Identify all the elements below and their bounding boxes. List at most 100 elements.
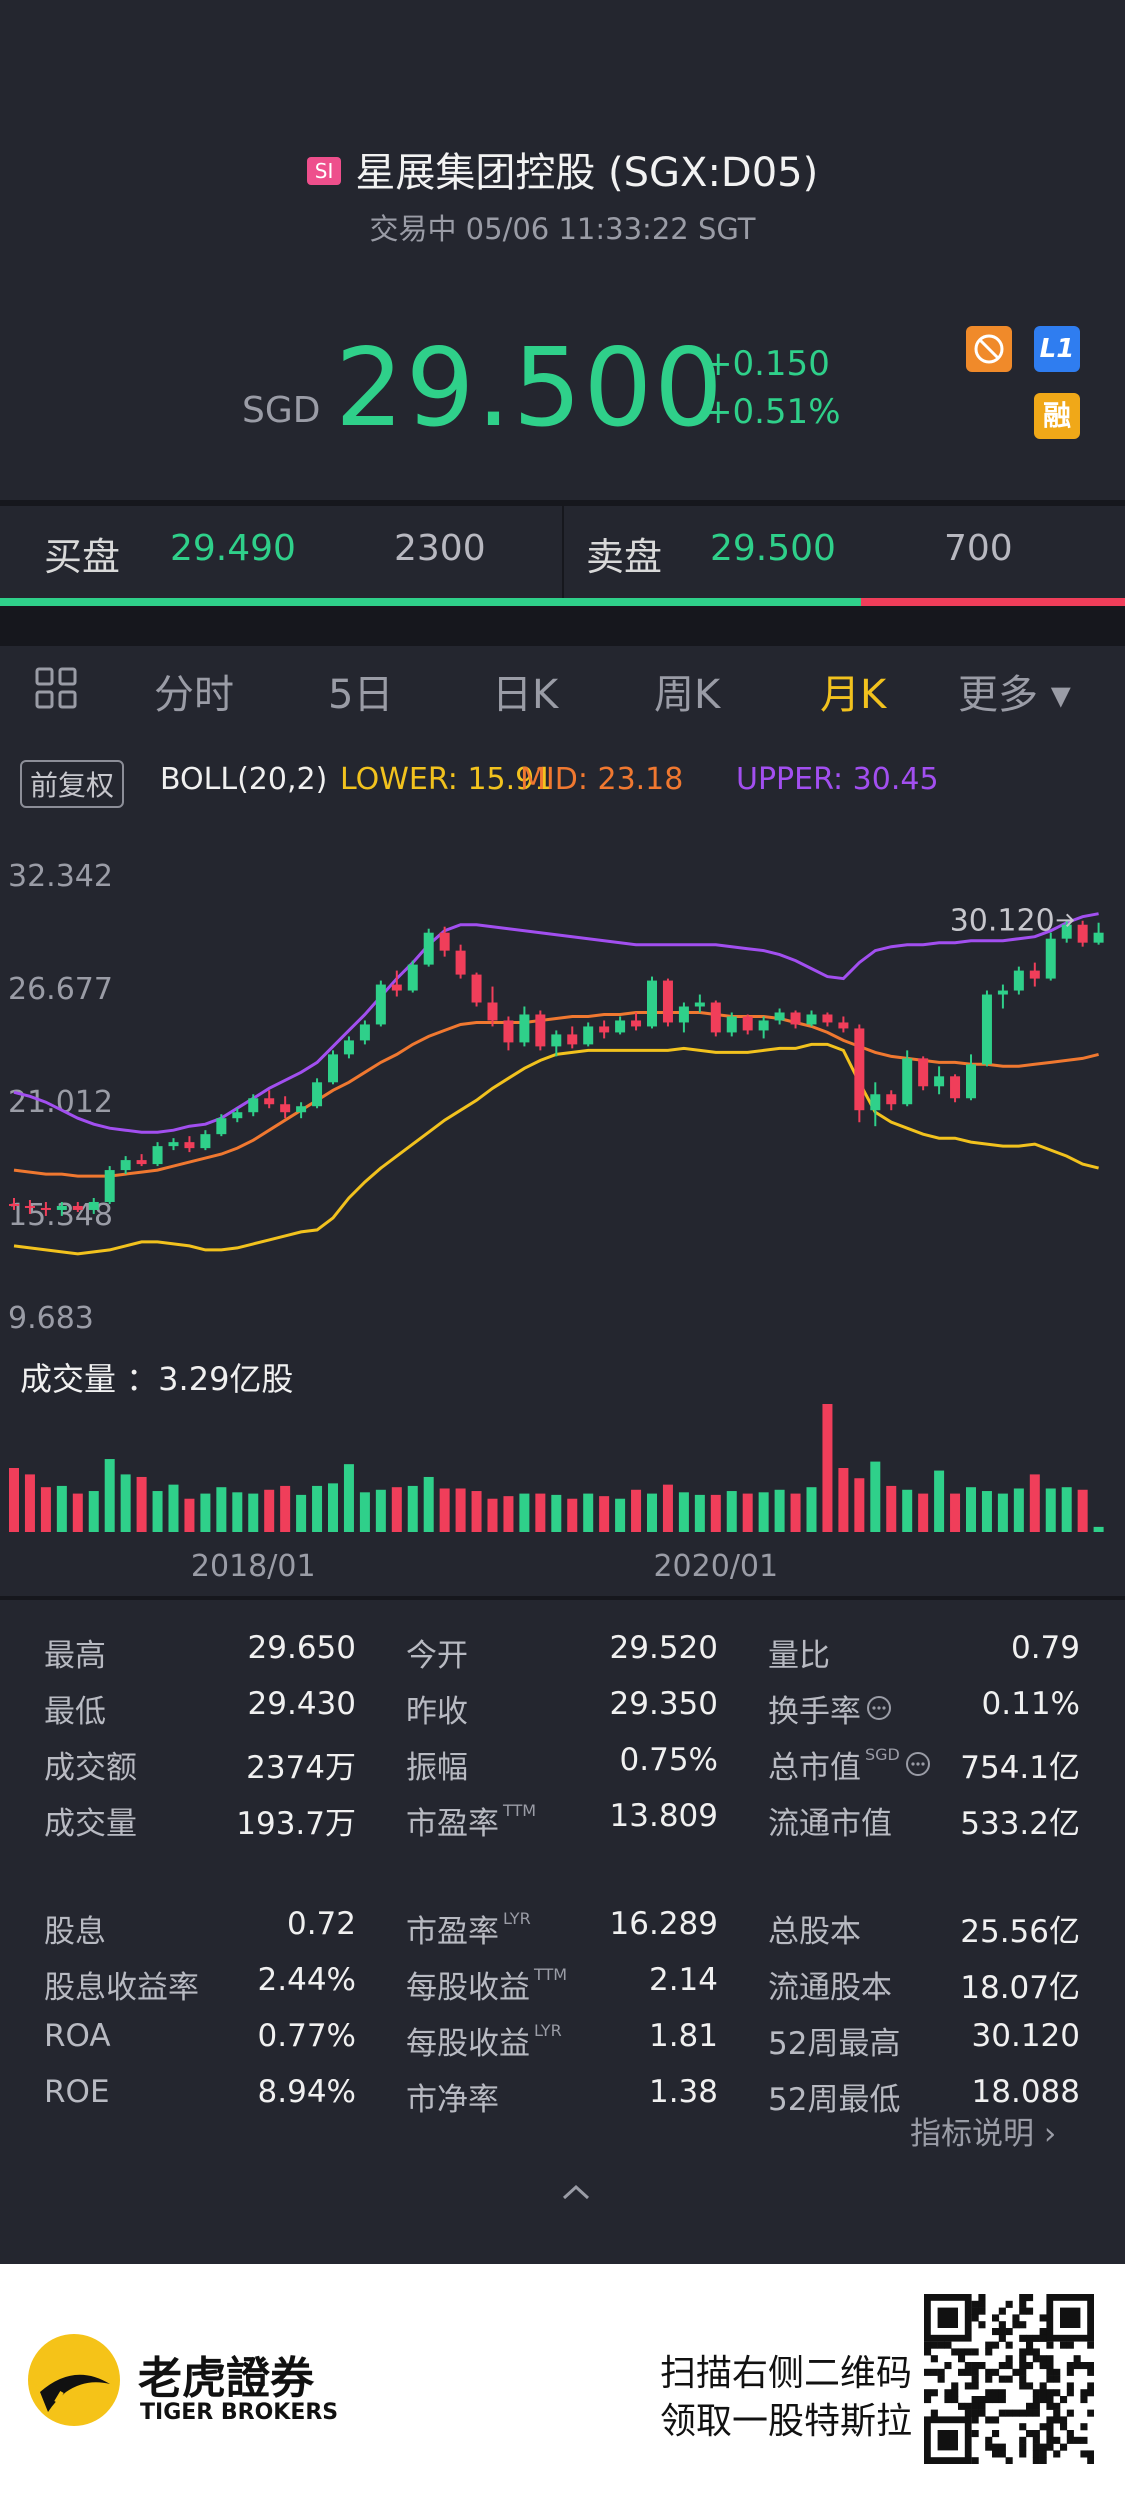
qr-module: [1019, 2375, 1027, 2383]
candle: [184, 1142, 195, 1149]
adjust-toggle[interactable]: 前复权: [20, 760, 125, 808]
tab-intraday[interactable]: 分时: [154, 672, 234, 718]
candle: [439, 932, 450, 951]
qr-module: [1080, 2436, 1088, 2444]
promo-line-2: 领取一股特斯拉: [660, 2401, 913, 2442]
info-icon[interactable]: [865, 1694, 893, 1730]
qr-module: [1080, 2423, 1088, 2431]
volume-bar: [423, 1476, 434, 1532]
candle: [647, 980, 657, 1027]
indicator-help-link[interactable]: 指标说明 ›: [910, 2116, 1057, 2152]
candle: [774, 1012, 785, 1021]
volume-bar: [280, 1485, 291, 1532]
stat-label: ROE: [44, 2074, 110, 2110]
tab-5day[interactable]: 5日: [328, 672, 394, 718]
qr-module: [1032, 2396, 1040, 2404]
qr-module: [971, 2307, 979, 2315]
candle: [232, 1112, 243, 1119]
stat-label: 每股收益 TTM: [406, 1965, 568, 2006]
qr-module: [951, 2389, 959, 2397]
tab-monthly[interactable]: 月K: [820, 672, 887, 718]
collapse-chevron-icon[interactable]: [560, 2182, 592, 2206]
qr-module: [978, 2300, 986, 2308]
qr-module: [1053, 2416, 1061, 2424]
qr-module: [971, 2457, 979, 2464]
qr-module: [951, 2382, 959, 2390]
tab-daily[interactable]: 日K: [492, 672, 559, 718]
qr-module: [998, 2389, 1006, 2397]
qr-module: [1026, 2341, 1034, 2349]
qr-module: [930, 2341, 938, 2349]
qr-module: [992, 2328, 1000, 2336]
stat-label: 昨收: [406, 1694, 468, 1730]
level1-icon[interactable]: L1: [1034, 326, 1080, 372]
margin-icon[interactable]: 融: [1034, 393, 1080, 439]
change-amount: +0.150: [704, 344, 830, 384]
qr-module: [971, 2430, 979, 2438]
qr-module: [1032, 2450, 1040, 2458]
stat-value: 0.75%: [619, 1742, 718, 1778]
volume-bar: [615, 1498, 626, 1532]
stat-superscript: SGD: [865, 1745, 900, 1764]
qr-module: [1053, 2375, 1061, 2383]
tab-weekly[interactable]: 周K: [654, 672, 721, 718]
high-price-label: 30.120: [950, 903, 1055, 938]
qr-code[interactable]: [924, 2294, 1094, 2464]
candle: [950, 1076, 961, 1099]
candle: [918, 1058, 929, 1087]
boll-lower-line: [13, 1042, 1099, 1256]
qr-finder-core: [1060, 2307, 1081, 2328]
qr-module: [1046, 2436, 1054, 2444]
qr-module: [1032, 2443, 1040, 2451]
qr-module: [998, 2396, 1006, 2404]
stat-value: 0.77%: [257, 2018, 356, 2054]
candle: [966, 1064, 976, 1099]
candle: [88, 1201, 99, 1210]
stat-value: 8.94%: [257, 2074, 356, 2110]
volume-bar: [1029, 1474, 1040, 1532]
qr-module: [985, 2368, 993, 2376]
volume-bar: [9, 1468, 19, 1532]
qr-module: [1032, 2389, 1040, 2397]
candle: [120, 1160, 131, 1171]
candle: [886, 1094, 897, 1105]
candle: [264, 1098, 275, 1105]
candle: [742, 1016, 753, 1031]
volume-bar: [950, 1493, 961, 1532]
qr-module: [1026, 2430, 1034, 2438]
indicator-name[interactable]: BOLL(20,2): [160, 762, 328, 797]
qr-module: [1046, 2375, 1054, 2383]
stats-panel: 最高 29.650 今开 29.520 量比 0.79 最低 29.430 昨收 29.350 换手…: [0, 1630, 1125, 2190]
stat-value: 193.7万: [236, 1806, 356, 1842]
candle: [615, 1020, 626, 1033]
qr-module: [1026, 2334, 1034, 2342]
boll-upper-line: [13, 912, 1099, 1134]
volume-bar: [200, 1493, 211, 1532]
qr-module: [951, 2396, 959, 2404]
qr-module: [1026, 2294, 1034, 2302]
qr-module: [1005, 2457, 1013, 2464]
qr-module: [992, 2368, 1000, 2376]
qr-module: [1032, 2457, 1040, 2464]
qr-module: [1073, 2355, 1081, 2363]
qr-module: [1039, 2314, 1047, 2322]
info-icon[interactable]: [904, 1750, 932, 1786]
volume-bar: [997, 1493, 1008, 1532]
qr-module: [924, 2341, 932, 2349]
candle: [56, 1205, 67, 1210]
kline-chart[interactable]: 32.34226.67721.01215.3489.68330.1202018/…: [0, 840, 1125, 1600]
volume-bar: [312, 1485, 323, 1532]
no-short-icon[interactable]: [966, 326, 1012, 372]
layout-grid-icon[interactable]: [34, 666, 78, 720]
candle: [567, 1034, 578, 1045]
volume-bar: [439, 1488, 450, 1532]
price-change: +0.150 +0.51%: [704, 340, 841, 436]
candle: [790, 1012, 801, 1025]
volume-bar: [232, 1492, 243, 1532]
stat-label: 今开: [406, 1638, 468, 1674]
qr-module: [992, 2443, 1000, 2451]
qr-module: [1032, 2430, 1040, 2438]
qr-module: [978, 2362, 986, 2370]
qr-module: [1046, 2430, 1054, 2438]
tab-more[interactable]: 更多 ▾: [958, 672, 1071, 718]
